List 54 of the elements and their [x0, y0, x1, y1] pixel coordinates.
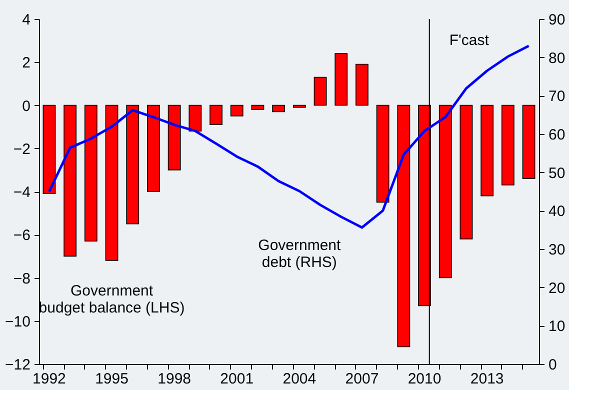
bar	[210, 104, 222, 126]
y2-tick-label: 50	[548, 164, 566, 182]
bar	[105, 104, 118, 261]
bar	[272, 104, 286, 112]
ref-line-label: F'cast	[449, 32, 490, 49]
x-tick-label: 2007	[345, 370, 379, 388]
y-tick-label: −8	[13, 270, 30, 288]
bar	[230, 104, 244, 116]
bar	[397, 104, 410, 348]
bar	[292, 104, 306, 108]
y-tick-label: −2	[13, 140, 30, 158]
y-tick-label: −6	[13, 227, 30, 244]
x-tick-label: 1995	[95, 370, 128, 388]
x-tick-label: 2004	[282, 370, 316, 388]
bar	[376, 104, 390, 203]
bar	[188, 104, 202, 132]
x-tick-label: 2010	[408, 370, 442, 388]
bar	[147, 104, 160, 192]
y2-tick-label: 30	[548, 242, 566, 258]
bar	[126, 104, 140, 224]
bar	[522, 104, 536, 179]
bar	[438, 104, 452, 278]
y2-tick-label: 20	[548, 280, 566, 297]
y2-tick-label: 0	[548, 356, 557, 374]
series-label: Government debt (RHS)	[258, 237, 342, 272]
x-tick-label: 2001	[220, 370, 254, 388]
bar	[168, 104, 181, 170]
bar	[356, 64, 368, 106]
y2-tick-label: 70	[548, 88, 566, 106]
bar	[42, 104, 56, 194]
x-tick-label: 1998	[158, 370, 192, 388]
line-series	[48, 44, 530, 229]
y2-tick-label: 60	[548, 126, 566, 144]
y-tick-label: 2	[22, 54, 30, 72]
bar	[334, 53, 348, 106]
bar	[460, 104, 473, 240]
bar	[480, 104, 494, 196]
bar	[314, 76, 327, 106]
y2-tick-label: 80	[548, 50, 566, 67]
y2-tick-label: 10	[548, 318, 566, 336]
y-tick-label: −10	[5, 313, 30, 330]
y-tick-label: −4	[13, 184, 30, 201]
y2-tick-label: 40	[548, 203, 566, 220]
x-tick-label: 1992	[32, 370, 66, 388]
bar	[84, 104, 98, 242]
y2-tick-label: 90	[548, 12, 566, 28]
bar	[64, 104, 77, 257]
y-tick-label: −12	[5, 356, 30, 374]
x-tick-label: 2013	[470, 370, 504, 388]
bar	[501, 104, 514, 186]
y-tick-label: 0	[22, 98, 30, 115]
bar	[251, 104, 264, 110]
text: Government budget balance (LHS)	[38, 282, 185, 317]
y-tick-label: 4	[22, 12, 30, 28]
